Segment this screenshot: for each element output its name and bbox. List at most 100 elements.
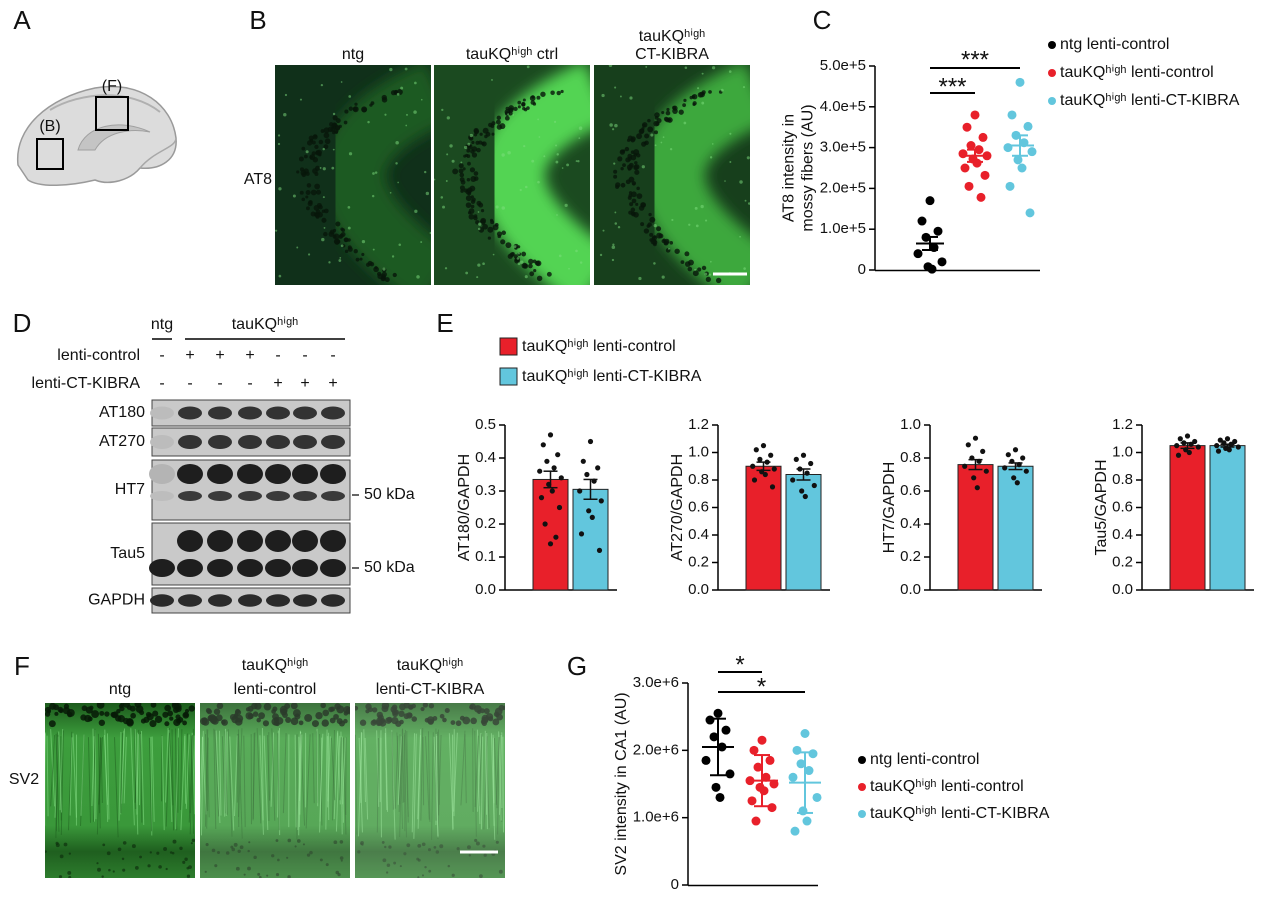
cell (513, 106, 518, 112)
cell (104, 711, 110, 717)
cell (296, 170, 300, 174)
dendrite (502, 736, 505, 833)
blot-band (266, 406, 290, 420)
cell (682, 103, 687, 108)
cell (355, 257, 360, 262)
cell (96, 703, 105, 709)
dendrite (299, 731, 302, 815)
data-point (799, 488, 805, 494)
legend-label: tauKQʰⁱᵍʰ lenti-CT-KIBRA (1060, 92, 1240, 109)
blot-band (265, 464, 291, 484)
cell (182, 711, 190, 719)
speckle (361, 843, 364, 846)
y-tick-label: 5.0e+5 (820, 57, 866, 74)
cell (262, 720, 270, 727)
speckle (700, 204, 704, 209)
cell (468, 136, 474, 141)
cell (482, 223, 488, 230)
cell (381, 703, 390, 710)
speckle (449, 144, 453, 148)
data-point (788, 772, 798, 782)
data-point (547, 541, 554, 547)
cell (347, 245, 352, 250)
cell (697, 92, 704, 98)
cell (149, 720, 157, 728)
data-point (587, 438, 594, 445)
cell (649, 216, 656, 223)
speckle (59, 854, 64, 859)
speckle (243, 873, 246, 876)
speckle (619, 95, 622, 98)
cell (705, 276, 711, 283)
cell (683, 98, 687, 102)
cell (452, 168, 459, 175)
cell (208, 714, 217, 722)
dendrite (300, 733, 306, 826)
dendrite (477, 733, 482, 812)
cell (465, 202, 472, 209)
cell (301, 197, 306, 202)
speckle (553, 120, 557, 123)
cell (182, 720, 187, 726)
dendrite (139, 732, 143, 823)
speckle (417, 843, 422, 848)
legend-marker (858, 783, 866, 791)
cell (475, 140, 480, 145)
data-point (1013, 155, 1023, 165)
speckle (478, 222, 482, 226)
cell (636, 133, 643, 140)
cell (365, 709, 370, 714)
dendrite (123, 736, 127, 804)
speckle (739, 235, 741, 238)
speckle (372, 172, 375, 175)
cell (678, 109, 684, 115)
dendrite (495, 736, 500, 805)
dendrite (420, 728, 424, 821)
data-point (713, 708, 723, 718)
dendrite (394, 735, 399, 809)
data-point (747, 796, 757, 806)
speckle (421, 842, 426, 847)
speckle (456, 847, 460, 851)
dendrite (69, 737, 73, 816)
speckle (614, 86, 617, 89)
y-tick-label: 0.4 (475, 449, 496, 466)
data-point (709, 732, 719, 742)
data-point (1025, 208, 1035, 218)
panel-label: A (13, 5, 31, 35)
speckle (611, 258, 615, 262)
dendrite (277, 733, 280, 831)
y-tick-label: 3.0e+5 (820, 139, 866, 156)
dendrite (55, 734, 59, 832)
speckle (747, 202, 750, 205)
image-column-label: tauKQʰⁱᵍʰ (639, 28, 706, 45)
speckle (608, 65, 613, 68)
dendrite (498, 731, 502, 821)
data-point (960, 163, 970, 173)
data-point (577, 488, 583, 494)
speckle (404, 67, 408, 71)
dendrite (80, 734, 85, 816)
speckle (309, 850, 313, 855)
blot-band (177, 559, 203, 577)
speckle (739, 180, 743, 184)
cell (501, 230, 507, 236)
speckle (406, 843, 411, 848)
significance-label: *** (938, 73, 966, 100)
dendrite (358, 737, 363, 833)
data-point (542, 521, 548, 527)
speckle (446, 153, 449, 156)
y-tick-label: 0 (858, 261, 866, 278)
blot-band-label: HT7 (115, 481, 145, 498)
speckle (711, 143, 714, 145)
cell (455, 720, 462, 727)
speckle (391, 255, 395, 258)
y-tick-label: 0.8 (1112, 471, 1133, 488)
cell (188, 705, 195, 712)
dendrite (460, 730, 466, 806)
cell (221, 719, 228, 726)
speckle (348, 95, 352, 98)
blot-band (266, 491, 290, 501)
significance-label: *** (961, 46, 989, 73)
speckle (451, 159, 455, 163)
